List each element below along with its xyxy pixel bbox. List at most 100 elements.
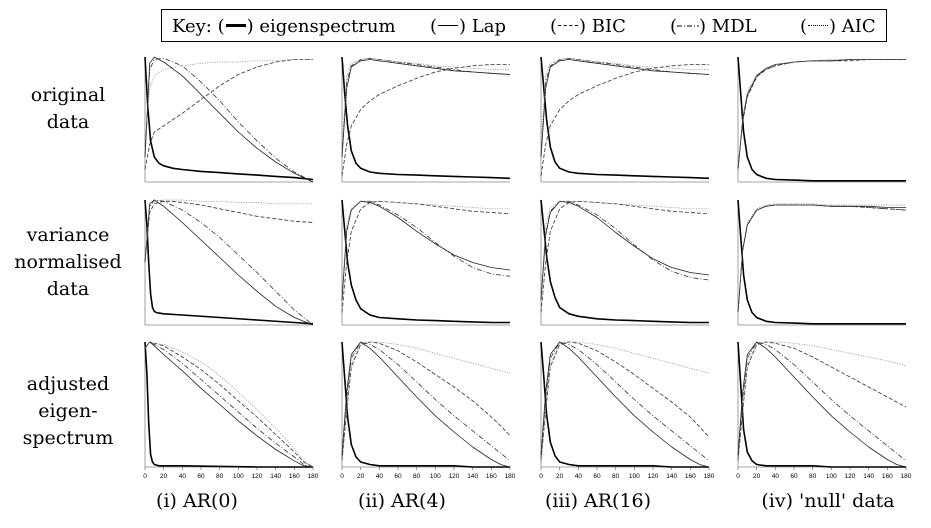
row-label-line: spectrum — [22, 427, 114, 449]
series-line-eigenspectrum — [144, 199, 314, 325]
series-line-aic — [341, 200, 510, 294]
row-label-line: variance — [26, 224, 110, 246]
legend-swatch-solid — [438, 24, 459, 26]
x-tick-label: 20 — [160, 473, 168, 480]
row-label-line: original — [30, 84, 106, 106]
x-tick-label: 60 — [593, 473, 601, 480]
series-line-mdl — [737, 341, 907, 462]
series-line-eigenspectrum — [144, 341, 313, 468]
series-line-aic — [341, 341, 511, 461]
series-line-aic — [737, 203, 906, 313]
x-tick-label: 140 — [270, 473, 281, 480]
series-line-eigenspectrum — [341, 199, 510, 324]
legend-label: ) Lap — [459, 16, 506, 37]
series-line-lap — [737, 204, 906, 313]
series-line-bic — [341, 64, 510, 176]
x-tick-label: 80 — [216, 473, 224, 480]
row-label-adjusted: adjusted eigen- spectrum — [0, 371, 136, 452]
x-tick-label: 40 — [376, 473, 384, 480]
x-tick-label: 80 — [809, 473, 817, 480]
series-line-lap — [144, 341, 314, 468]
series-line-bic — [737, 204, 907, 313]
series-line-eigenspectrum — [540, 341, 709, 468]
series-line-lap — [540, 200, 710, 301]
x-tick-label: 100 — [826, 473, 837, 480]
series-line-lap — [341, 59, 511, 158]
x-tick-label: 60 — [790, 473, 798, 480]
x-tick-label: 0 — [736, 473, 740, 480]
legend-item-mdl: () MDL — [670, 16, 757, 37]
x-tick-label: 160 — [486, 473, 497, 480]
legend-item-aic: () AIC — [800, 16, 876, 37]
series-line-bic — [144, 341, 314, 468]
row-label-line: adjusted — [26, 373, 110, 395]
series-line-eigenspectrum — [737, 341, 906, 468]
series-line-mdl — [341, 200, 511, 301]
x-tick-label: 100 — [629, 473, 640, 480]
x-tick-label: 60 — [197, 473, 205, 480]
series-line-bic — [341, 341, 511, 461]
legend-swatch-dashdot — [677, 25, 700, 27]
x-tick-label: 180 — [505, 473, 516, 480]
x-tick-label: 100 — [233, 473, 244, 480]
x-tick-label: 80 — [413, 473, 421, 480]
series-line-lap — [540, 341, 710, 468]
row-label-original: original data — [0, 82, 136, 136]
series-line-eigenspectrum — [341, 341, 510, 468]
series-line-mdl — [144, 341, 314, 468]
series-line-aic — [540, 200, 709, 294]
series-line-lap — [341, 341, 511, 468]
x-tick-label: 120 — [845, 473, 856, 480]
series-line-aic — [144, 341, 314, 468]
series-line-mdl — [737, 204, 907, 313]
x-tick-label: 40 — [772, 473, 780, 480]
series-line-mdl — [144, 57, 314, 183]
series-line-aic — [144, 59, 313, 145]
x-tick-label: 140 — [467, 473, 478, 480]
row-label-line: data — [46, 111, 90, 133]
series-line-bic — [144, 200, 314, 263]
series-line-lap — [737, 341, 907, 468]
series-line-aic — [540, 341, 710, 461]
x-tick-label: 180 — [308, 473, 319, 480]
x-tick-label: 160 — [685, 473, 696, 480]
series-line-eigenspectrum — [737, 56, 906, 182]
series-line-aic — [341, 57, 510, 145]
legend-item-eigenspectrum: Key: () eigenspectrum — [172, 16, 396, 37]
x-tick-label: 0 — [539, 473, 543, 480]
series-line-mdl — [737, 59, 906, 170]
col-label-ar16: (iii) AR(16) — [544, 490, 652, 512]
legend-label: ) AIC — [829, 16, 876, 37]
series-line-mdl — [540, 200, 710, 301]
series-line-lap — [737, 59, 906, 170]
legend-label: ) BIC — [579, 16, 626, 37]
row-label-variance: variance normalised data — [0, 222, 136, 303]
x-tick-label: 0 — [340, 473, 344, 480]
x-tick-label: 180 — [704, 473, 715, 480]
x-tick-label: 120 — [449, 473, 460, 480]
x-tick-label: 20 — [357, 473, 365, 480]
legend-label: ) MDL — [699, 16, 757, 37]
x-tick-label: 20 — [753, 473, 761, 480]
legend-label: ) eigenspectrum — [246, 16, 396, 37]
series-line-bic — [144, 59, 313, 170]
series-line-lap — [341, 200, 511, 301]
series-line-aic — [737, 59, 906, 170]
x-tick-label: 0 — [143, 473, 147, 480]
x-tick-label: 100 — [430, 473, 441, 480]
series-line-mdl — [540, 57, 710, 158]
x-tick-label: 160 — [882, 473, 893, 480]
legend-item-bic: () BIC — [550, 16, 626, 37]
series-line-aic — [540, 57, 709, 145]
x-tick-label: 20 — [556, 473, 564, 480]
x-tick-label: 140 — [666, 473, 677, 480]
legend-item-lap: () Lap — [430, 16, 506, 37]
x-tick-label: 40 — [179, 473, 187, 480]
series-line-aic — [737, 341, 907, 461]
row-label-line: normalised — [14, 251, 122, 273]
col-label-null: (iv) 'null' data — [761, 490, 895, 512]
series-line-eigenspectrum — [737, 199, 906, 325]
series-line-eigenspectrum — [341, 56, 511, 180]
series-line-aic — [144, 199, 313, 263]
